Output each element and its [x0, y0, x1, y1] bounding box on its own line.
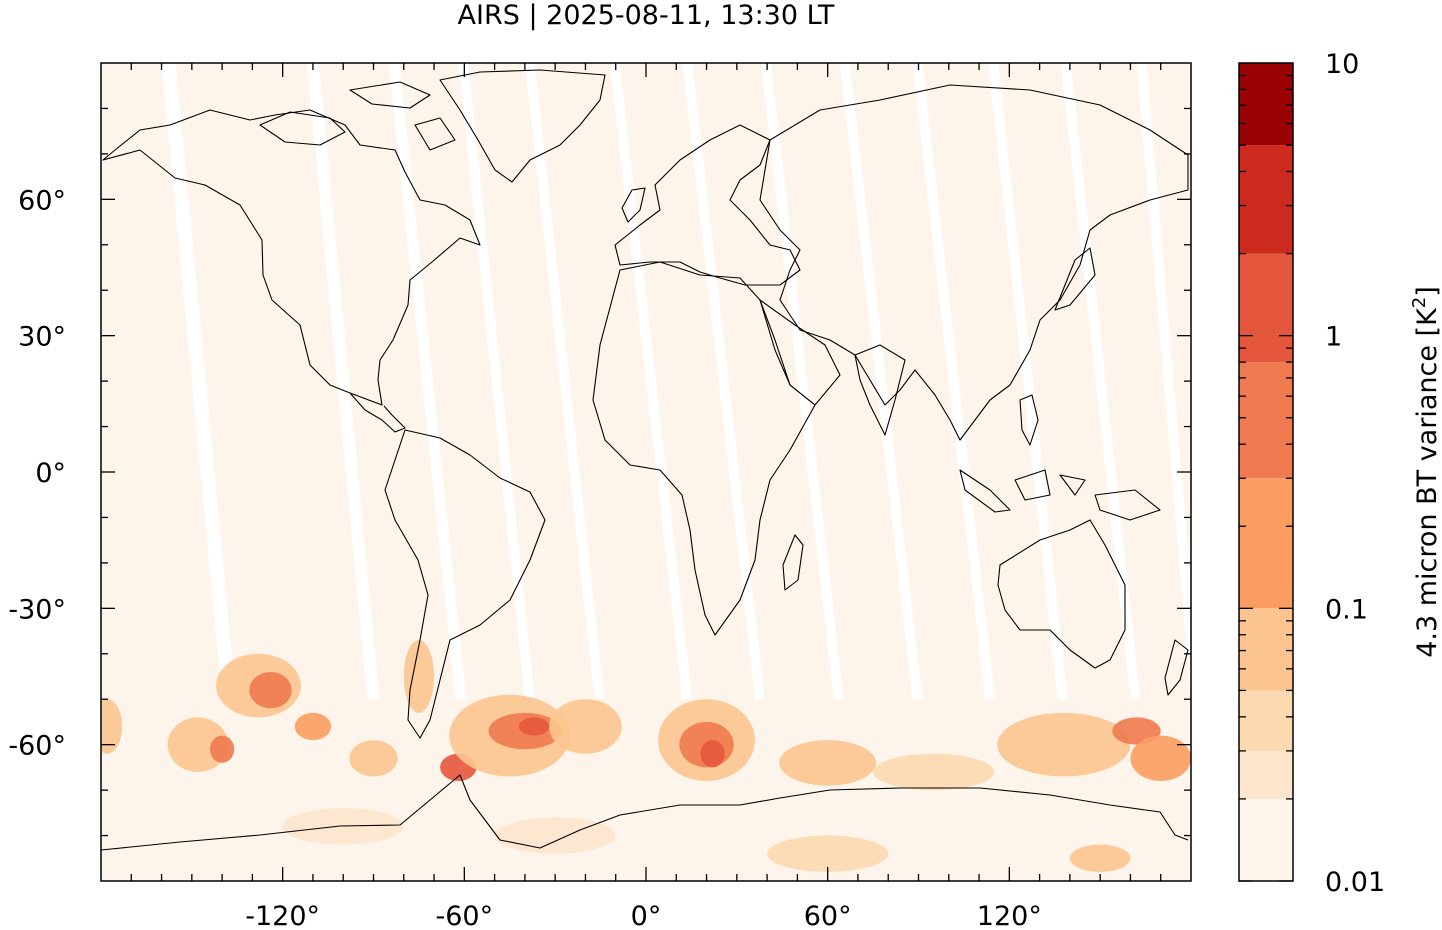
colorbar-band-5: [1239, 362, 1293, 479]
variance-patch-11: [518, 717, 550, 736]
swath-gap-1: [306, 63, 380, 700]
colorbar-ticks: [1239, 74, 1293, 882]
swath-gap-5: [609, 63, 693, 700]
variance-patch-22: [767, 835, 889, 872]
colorbar-band-6: [1239, 253, 1293, 363]
swath-gap-3: [458, 63, 535, 700]
colorbar-band-3: [1239, 608, 1293, 691]
coastline-madagascar: [782, 534, 804, 591]
variance-patch-5: [101, 699, 123, 754]
coastline-central-america: [349, 392, 406, 433]
colorbar-band-7: [1239, 145, 1293, 254]
colorbar-frame: [1238, 62, 1294, 882]
colorbar-band-1: [1239, 750, 1293, 799]
colorbar-label-main: 4.3 micron BT variance [K: [1412, 307, 1442, 658]
swath-gap-9: [912, 63, 996, 700]
lat-tick-label: 0°: [35, 458, 66, 489]
colorbar-tick-label: 0.1: [1325, 594, 1368, 625]
coastline-philippines: [1019, 394, 1039, 446]
coastline-new-zealand: [1164, 639, 1189, 696]
coastline-arabia: [759, 299, 841, 406]
variance-patch-15: [700, 740, 725, 768]
coastline-north-america: [102, 109, 481, 406]
coastline-south-america: [384, 429, 546, 739]
lon-tick-label: 120°: [977, 901, 1042, 930]
map-plot-area: [101, 63, 1191, 881]
colorbar-band-2: [1239, 690, 1293, 751]
coastline-india: [854, 344, 906, 436]
variance-patch-3: [167, 717, 229, 772]
figure-title: AIRS | 2025-08-11, 13:30 LT: [458, 0, 835, 31]
swath-gap-8: [839, 63, 923, 700]
coastline-antarctica: [101, 774, 1189, 851]
longitude-tick-labels: -120° -60° 0° 60° 120°: [245, 901, 1042, 930]
colorbar-label: 4.3 micron BT variance [K2]: [1409, 286, 1442, 658]
swath-gap-11: [1060, 63, 1141, 700]
coastline-great-britain: [621, 187, 646, 223]
colorbar-band-8: [1239, 63, 1293, 146]
colorbar-tick-label: 1: [1325, 322, 1342, 353]
lat-tick-label: 60°: [18, 185, 66, 216]
colorbar: 10 1 0.1 0.01 4.3 micron BT variance [K2]: [1238, 49, 1442, 898]
map-ticks: [101, 63, 1191, 881]
coastline-asia: [759, 84, 1189, 441]
colorbar-band-4: [1239, 478, 1293, 609]
variance-patch-7: [403, 640, 435, 713]
colorbar-band-0: [1239, 798, 1293, 881]
swath-gap-6: [682, 63, 765, 700]
variance-patch-6: [349, 740, 398, 777]
lon-tick-label: -60°: [436, 901, 494, 930]
colorbar-tick-label: 10: [1325, 49, 1359, 80]
coastline-japan: [1054, 247, 1096, 311]
variance-patch-17: [873, 753, 995, 791]
variance-patch-1: [249, 671, 292, 709]
colorbar-tick-labels: 10 1 0.1 0.01: [1325, 49, 1385, 898]
lon-tick-label: 60°: [804, 901, 852, 930]
lon-tick-label: 0°: [631, 901, 662, 930]
variance-patch-4: [210, 735, 235, 763]
colorbar-label-superscript: 2: [1409, 297, 1430, 308]
swath-gap-12: [1136, 63, 1191, 700]
coastline-australia: [997, 519, 1126, 669]
variance-patch-20: [1130, 735, 1191, 782]
swath-gap-0: [161, 63, 237, 700]
lat-tick-label: 30°: [18, 322, 66, 353]
coastlines: [101, 69, 1189, 851]
colorbar-bands: [1239, 63, 1293, 881]
coastline-greenland: [439, 69, 606, 183]
variance-patch-16: [779, 740, 877, 786]
colorbar-label-end: ]: [1412, 286, 1442, 297]
swath-gap-10: [988, 63, 1068, 700]
coastline-maritime-continent: [959, 469, 1161, 521]
variance-patch-2: [294, 712, 332, 741]
variance-patch-21: [1069, 844, 1131, 872]
coastline-europe: [614, 124, 801, 286]
lon-tick-label: -120°: [245, 901, 320, 930]
latitude-tick-labels: 60° 30° 0° -30° -60°: [8, 185, 66, 761]
lat-tick-label: -60°: [8, 731, 66, 762]
variance-field: [101, 640, 1191, 872]
swath-gap-7: [761, 63, 844, 700]
variance-patch-12: [549, 699, 622, 754]
variance-patch-18: [997, 712, 1131, 777]
lat-tick-label: -30°: [8, 594, 66, 625]
swath-gaps: [161, 63, 1191, 700]
colorbar-tick-label: 0.01: [1325, 867, 1385, 898]
swath-gap-4: [524, 63, 605, 700]
coastline-arctic-islands: [259, 81, 456, 151]
swath-gap-2: [388, 63, 467, 700]
